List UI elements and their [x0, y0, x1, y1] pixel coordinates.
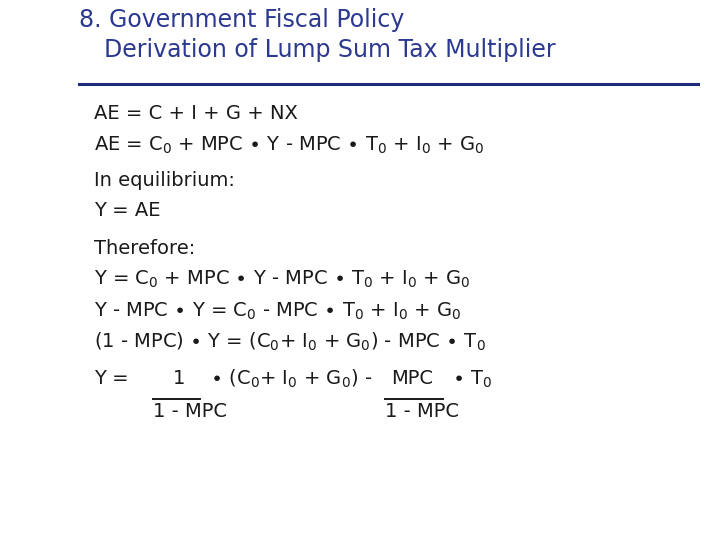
Text: $\bullet$ (C$_0$+ I$_0$ + G$_0$) -: $\bullet$ (C$_0$+ I$_0$ + G$_0$) -: [204, 368, 372, 390]
Text: In equilibrium:: In equilibrium:: [94, 171, 235, 190]
Text: Y = AE: Y = AE: [94, 201, 160, 220]
Text: Y =: Y =: [94, 369, 135, 388]
Text: 1 - MPC: 1 - MPC: [153, 402, 227, 421]
Text: $\bullet$ T$_0$: $\bullet$ T$_0$: [446, 368, 493, 390]
Text: 1 - MPC: 1 - MPC: [385, 402, 459, 421]
Text: AE = C + I + G + NX: AE = C + I + G + NX: [94, 104, 297, 123]
Text: 8. Government Fiscal Policy: 8. Government Fiscal Policy: [79, 8, 405, 32]
Text: 1: 1: [173, 369, 185, 388]
Text: AE = C$_0$ + MPC $\bullet$ Y - MPC $\bullet$ T$_0$ + I$_0$ + G$_0$: AE = C$_0$ + MPC $\bullet$ Y - MPC $\bul…: [94, 135, 484, 157]
Text: MPC: MPC: [391, 369, 433, 388]
Text: Therefore:: Therefore:: [94, 239, 195, 258]
Text: (1 - MPC) $\bullet$ Y = (C$_0$+ I$_0$ + G$_0$) - MPC $\bullet$ T$_0$: (1 - MPC) $\bullet$ Y = (C$_0$+ I$_0$ + …: [94, 331, 485, 353]
Text: Y = C$_0$ + MPC $\bullet$ Y - MPC $\bullet$ T$_0$ + I$_0$ + G$_0$: Y = C$_0$ + MPC $\bullet$ Y - MPC $\bull…: [94, 269, 470, 291]
Text: Derivation of Lump Sum Tax Multiplier: Derivation of Lump Sum Tax Multiplier: [104, 38, 556, 62]
Text: Y - MPC $\bullet$ Y = C$_0$ - MPC $\bullet$ T$_0$ + I$_0$ + G$_0$: Y - MPC $\bullet$ Y = C$_0$ - MPC $\bull…: [94, 300, 461, 322]
